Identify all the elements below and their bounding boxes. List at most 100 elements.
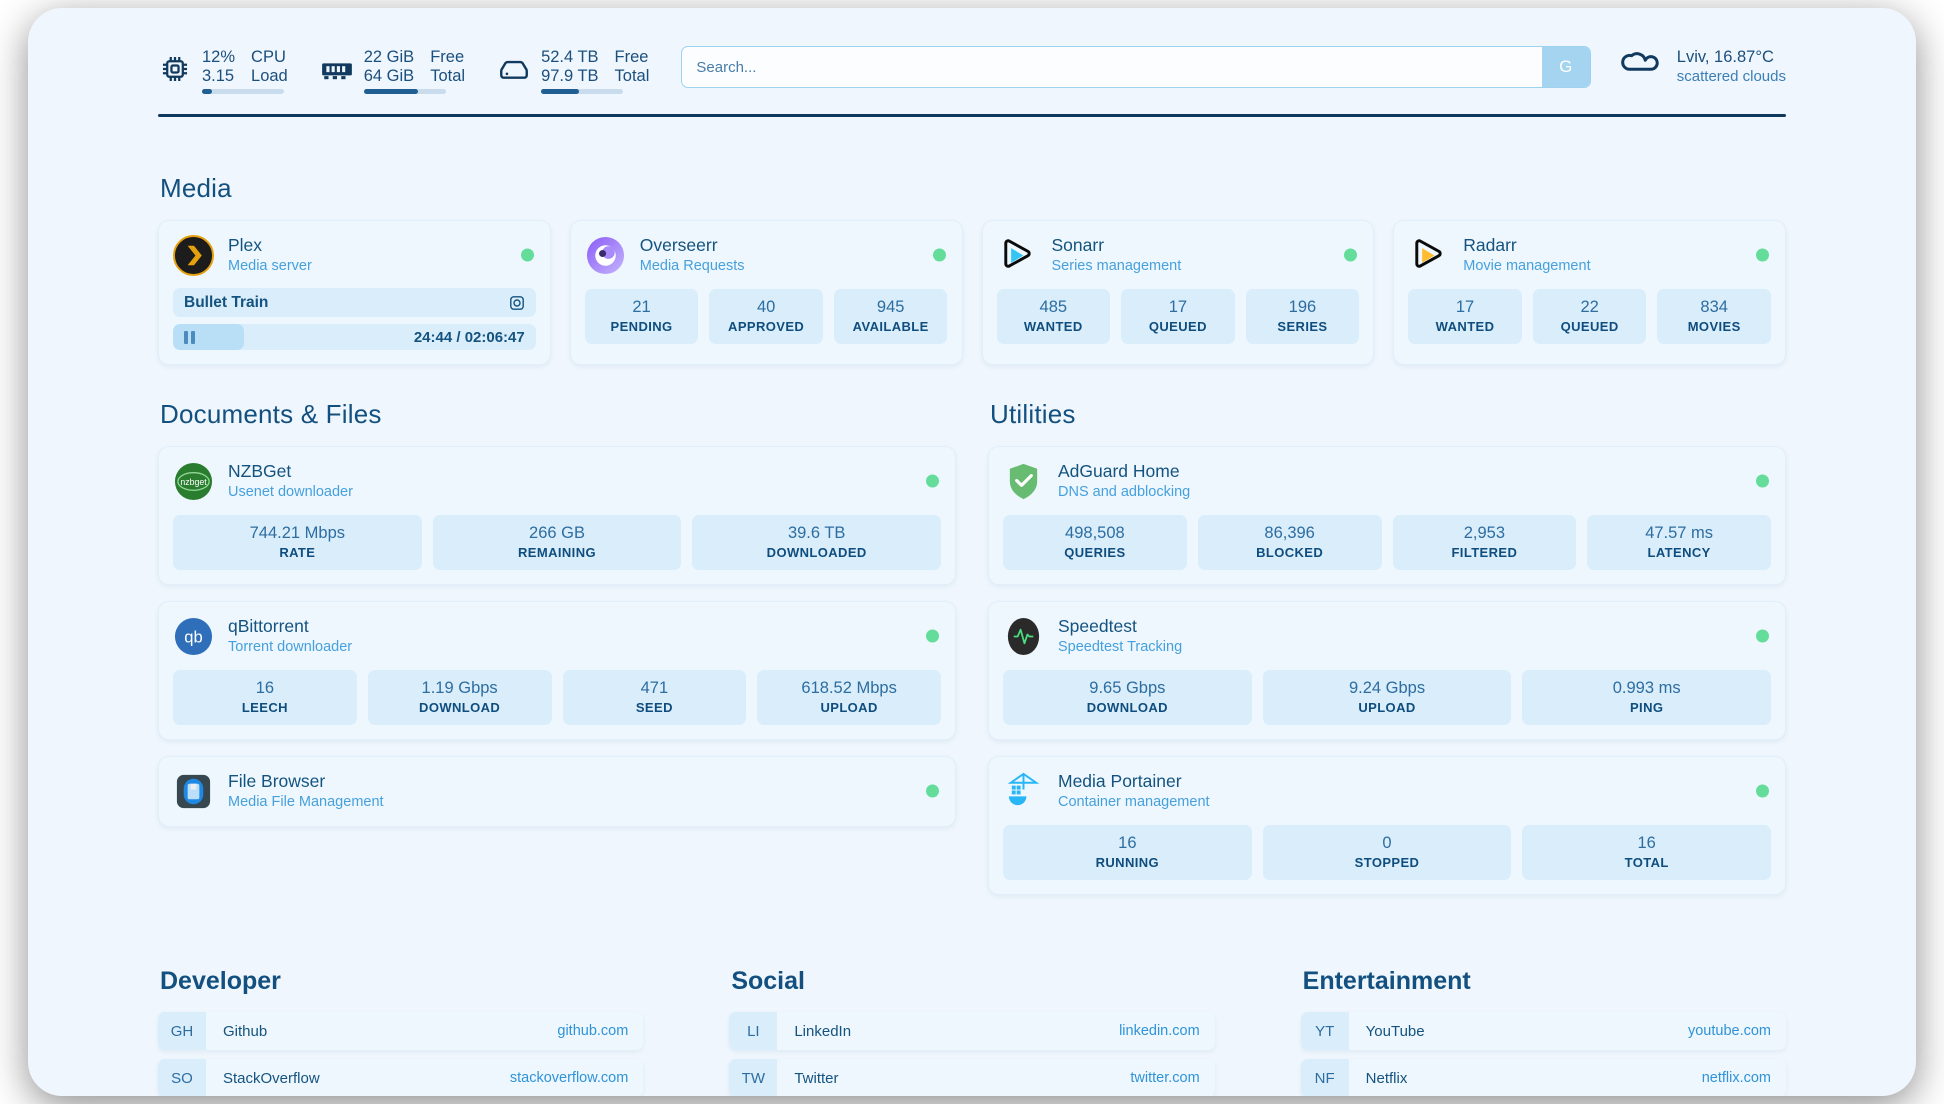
service-desc: Container management <box>1058 794 1210 810</box>
status-badge <box>926 784 939 798</box>
dashboard-header: 12% 3.15 CPU Load <box>28 8 1916 100</box>
bookmark-item[interactable]: TW Twitter twitter.com <box>729 1059 1215 1096</box>
service-card-file-browser[interactable]: File Browser Media File Management <box>158 756 956 827</box>
stat-label: LEECH <box>241 700 288 715</box>
disk-icon <box>497 52 531 86</box>
stat-box: 16 RUNNING <box>1003 825 1252 880</box>
header-divider <box>158 114 1786 117</box>
stat-box: 39.6 TB DOWNLOADED <box>692 515 942 570</box>
memory-stat: 22 GiB 64 GiB Free Total <box>320 48 471 94</box>
stat-box: 17 QUEUED <box>1121 289 1235 344</box>
service-name: Radarr <box>1463 235 1517 255</box>
status-badge <box>932 248 946 262</box>
settings-icon[interactable] <box>509 295 525 311</box>
bookmark-abbr: TW <box>729 1059 778 1096</box>
stat-value: 266 GB <box>529 524 585 542</box>
stat-label: WANTED <box>1023 319 1083 334</box>
stat-value: 39.6 TB <box>787 524 846 542</box>
stat-label: QUEUED <box>1560 319 1619 334</box>
bookmark-item[interactable]: LI LinkedIn linkedin.com <box>729 1012 1215 1050</box>
nzbget-icon: nzbget <box>173 461 214 502</box>
service-card-overseerr[interactable]: Overseerr Media Requests 21 PENDING 40 A… <box>569 220 963 365</box>
dashboard-content: Media Plex Media server <box>28 117 1916 1096</box>
stat-box: 834 MOVIES <box>1657 289 1771 344</box>
status-badge <box>926 629 939 643</box>
stat-box: 16 TOTAL <box>1522 825 1772 880</box>
stat-box: 21 PENDING <box>584 289 699 344</box>
bookmark-group-social: Social LI LinkedIn linkedin.com TW Twitt… <box>729 967 1215 1096</box>
disk-stat: 52.4 TB 97.9 TB Free Total <box>497 48 655 94</box>
memory-label-bottom: Total <box>430 67 466 85</box>
stat-box: 86,396 BLOCKED <box>1197 515 1382 570</box>
stat-value: 16 <box>1118 834 1137 852</box>
service-card-nzbget[interactable]: nzbget NZBGet Usenet downloader 74 <box>158 446 956 585</box>
weather-location-temp: Lviv, 16.87°C <box>1676 48 1774 66</box>
stats-row: 9.65 Gbps DOWNLOAD 9.24 Gbps UPLOAD 0.99… <box>1003 670 1772 725</box>
stat-label: AVAILABLE <box>852 319 929 334</box>
bookmark-abbr: GH <box>158 1012 206 1050</box>
search-input[interactable] <box>682 58 1542 76</box>
service-card-sonarr[interactable]: Sonarr Series management 485 WANTED 17 Q… <box>981 220 1375 365</box>
bookmark-group-title: Entertainment <box>1302 967 1471 995</box>
service-name: Overseerr <box>639 235 718 255</box>
stat-value: 744.21 Mbps <box>249 524 346 542</box>
stat-box: 47.57 ms LATENCY <box>1587 515 1771 570</box>
cpu-usage-bar <box>202 89 284 94</box>
stat-value: 22 <box>1580 298 1599 316</box>
stat-box: 196 SERIES <box>1245 289 1360 344</box>
now-playing-progress[interactable]: 24:44 / 02:06:47 <box>173 324 536 350</box>
stat-box: 744.21 Mbps RATE <box>173 515 422 570</box>
stats-row: 744.21 Mbps RATE 266 GB REMAINING 39.6 T… <box>173 515 942 570</box>
stat-label: RATE <box>279 545 316 560</box>
stat-value: 498,508 <box>1065 524 1125 542</box>
stat-value: 2,953 <box>1463 524 1506 542</box>
svg-text:nzbget: nzbget <box>180 476 207 486</box>
stats-row: 21 PENDING 40 APPROVED 945 AVAILABLE <box>584 289 948 344</box>
service-card-radarr[interactable]: Radarr Movie management 17 WANTED 22 QUE… <box>1393 220 1786 365</box>
bookmark-url: github.com <box>557 1023 629 1039</box>
bookmark-item[interactable]: GH Github github.com <box>158 1012 644 1050</box>
stat-label: STOPPED <box>1354 855 1420 870</box>
bookmark-abbr: SO <box>158 1059 206 1096</box>
stat-label: QUEUED <box>1148 319 1207 334</box>
bookmark-item[interactable]: YT YouTube youtube.com <box>1300 1012 1786 1050</box>
service-desc: Torrent downloader <box>228 639 353 655</box>
stat-box: 9.65 Gbps DOWNLOAD <box>1003 670 1252 725</box>
bookmark-group-title: Social <box>731 967 805 995</box>
cpu-percent: 12% <box>202 48 236 66</box>
bookmark-name: Netflix <box>1365 1069 1408 1087</box>
bookmark-item[interactable]: SO StackOverflow stackoverflow.com <box>158 1059 644 1096</box>
now-playing-title: Bullet Train <box>184 293 269 311</box>
search-submit-button[interactable]: G <box>1541 47 1590 87</box>
utilities-column: Utilities AdGuard Home <box>988 399 1786 895</box>
bookmark-group-developer: Developer GH Github github.com SO StackO… <box>158 967 644 1096</box>
now-playing-title-row: Bullet Train <box>173 288 536 317</box>
stat-label: RUNNING <box>1095 855 1160 870</box>
bookmark-item[interactable]: NF Netflix netflix.com <box>1300 1059 1786 1096</box>
service-card-plex[interactable]: Plex Media server Bullet Train <box>158 220 551 365</box>
pause-icon[interactable] <box>184 330 195 344</box>
adguard-icon <box>1003 461 1044 502</box>
stat-label: PING <box>1629 700 1664 715</box>
service-desc: Media server <box>228 258 312 274</box>
service-card-media-portainer[interactable]: Media Portainer Container management 16 … <box>988 756 1786 895</box>
service-card-qbittorrent[interactable]: qb qBittorrent Torrent downloader <box>158 601 956 740</box>
stat-value: 17 <box>1455 298 1475 316</box>
cloud-icon <box>1617 49 1663 85</box>
service-desc: Media File Management <box>228 794 384 810</box>
stat-label: QUERIES <box>1064 545 1126 560</box>
stats-row: 17 WANTED 22 QUEUED 834 MOVIES <box>1408 289 1771 344</box>
dashboard-window: 12% 3.15 CPU Load <box>28 8 1916 1096</box>
service-name: AdGuard Home <box>1058 461 1180 481</box>
bookmark-group-entertainment: Entertainment YT YouTube youtube.com NF … <box>1300 967 1786 1096</box>
service-desc: Usenet downloader <box>228 484 353 500</box>
stat-label: DOWNLOAD <box>1086 700 1168 715</box>
service-card-adguard-home[interactable]: AdGuard Home DNS and adblocking 498,508 … <box>988 446 1786 585</box>
service-name: Media Portainer <box>1058 771 1182 791</box>
stat-value: 1.19 Gbps <box>421 679 498 697</box>
section-title-utilities: Utilities <box>990 399 1076 429</box>
service-card-speedtest[interactable]: Speedtest Speedtest Tracking 9.65 Gbps D… <box>988 601 1786 740</box>
bookmark-url: youtube.com <box>1687 1023 1771 1039</box>
speedtest-icon <box>1003 616 1044 657</box>
stat-value: 40 <box>756 298 776 316</box>
